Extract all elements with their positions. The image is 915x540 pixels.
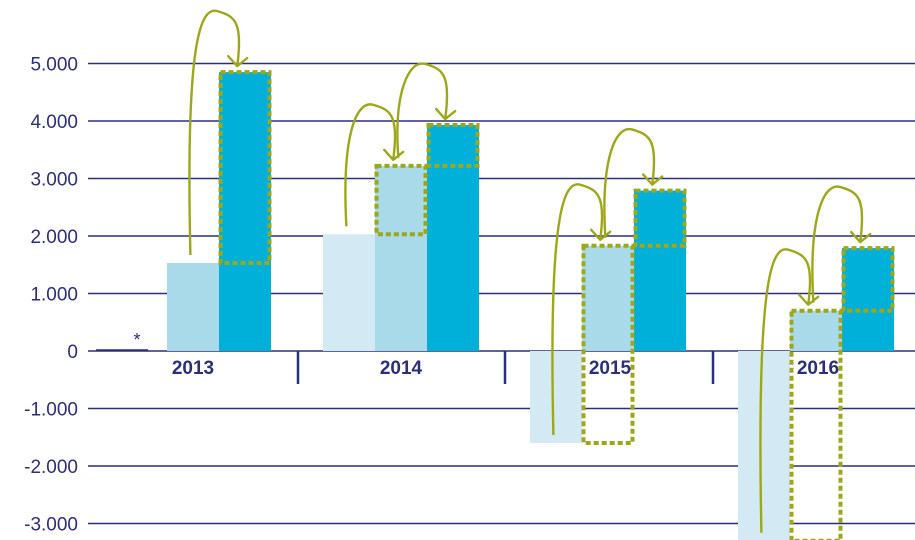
arrow-head-icon bbox=[227, 54, 249, 68]
increment-arrow-2014-series-2 bbox=[344, 103, 397, 227]
bar-2014-series-3 bbox=[427, 125, 479, 352]
arrow-head-icon bbox=[435, 107, 457, 121]
bar-2013-series-2 bbox=[167, 263, 219, 351]
increment-box-2015-series-2 bbox=[581, 243, 635, 445]
increment-box-2014-series-2 bbox=[374, 163, 428, 237]
bar-2016-series-3 bbox=[842, 248, 894, 351]
labels: 5.000 4.000 3.000 2.000 1.000 0 -1.000 -2.000 -3… bbox=[24, 55, 839, 536]
y-tick-label: 0 bbox=[67, 342, 78, 363]
arrow-head-icon bbox=[383, 148, 405, 162]
bars bbox=[96, 72, 894, 540]
bar-2014-series-2 bbox=[375, 165, 427, 351]
increment-box-2016-series-3 bbox=[841, 246, 895, 313]
x-category-label: 2014 bbox=[380, 358, 423, 379]
increment-box-2015-series-3 bbox=[633, 188, 687, 248]
x-category-label: 2016 bbox=[797, 358, 839, 379]
increment-boxes bbox=[218, 70, 895, 540]
bar-2015-series-2 bbox=[582, 245, 634, 351]
arrow-head-icon bbox=[590, 228, 612, 241]
increment-box-2016-series-2 bbox=[789, 308, 843, 540]
x-category-label: 2015 bbox=[589, 358, 632, 379]
y-tick-label: 3.000 bbox=[30, 170, 78, 191]
increment-arrow-2015-series-2 bbox=[551, 183, 604, 436]
bar-2016-series-2 bbox=[790, 310, 842, 351]
x-category-label: 2013 bbox=[172, 358, 214, 379]
bar-2015-series-3 bbox=[634, 190, 686, 351]
bar-2014-series-1 bbox=[323, 234, 375, 351]
increment-box-2013-series-3 bbox=[218, 70, 272, 266]
arrow-head-icon bbox=[642, 173, 664, 186]
y-tick-label: 4.000 bbox=[30, 112, 78, 133]
y-tick-label: -3.000 bbox=[24, 515, 78, 536]
y-tick-label: 1.000 bbox=[30, 285, 78, 306]
increment-arrows bbox=[188, 9, 872, 533]
bar-2016-series-1 bbox=[738, 351, 790, 540]
bar-2015-series-1 bbox=[530, 351, 582, 443]
arrow-head-icon bbox=[850, 230, 872, 244]
increment-arrow-2013-series-3 bbox=[188, 9, 241, 256]
y-tick-label: -1.000 bbox=[24, 400, 78, 421]
increment-arrow-2015-series-3 bbox=[603, 127, 656, 238]
increment-arrow-2014-series-3 bbox=[396, 62, 449, 158]
increment-arrow-2016-series-3 bbox=[811, 185, 864, 303]
y-tick-label: 5.000 bbox=[30, 55, 78, 76]
increment-arrow-2016-series-2 bbox=[759, 248, 812, 533]
footnote-marker: * bbox=[133, 330, 140, 350]
arrow-head-icon bbox=[798, 293, 820, 306]
bar-2013-series-3 bbox=[219, 72, 271, 351]
y-tick-label: -2.000 bbox=[24, 457, 78, 478]
increment-box-2014-series-3 bbox=[426, 123, 480, 168]
category-axis bbox=[296, 351, 715, 384]
y-tick-label: 2.000 bbox=[30, 227, 78, 248]
